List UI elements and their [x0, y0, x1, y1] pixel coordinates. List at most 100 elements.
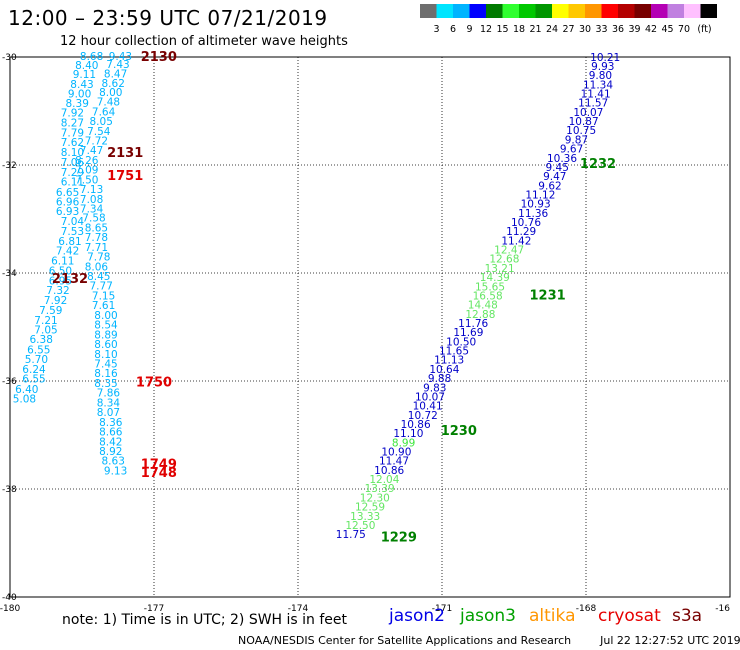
colorbar-swatch: [453, 4, 470, 18]
latitude-tick-label: -34: [2, 269, 17, 279]
wave-height-reading: 7.58: [82, 213, 105, 225]
wave-height-reading: 12.47: [494, 245, 524, 257]
wave-height-reading: 8.63: [102, 456, 125, 468]
satellite-legend-jason3: jason3: [460, 606, 516, 626]
colorbar-label: 3: [433, 24, 439, 35]
wave-height-reading: 8.68: [80, 51, 103, 63]
wave-height-reading: 6.55: [27, 344, 50, 356]
wave-height-reading: 10.87: [569, 116, 599, 128]
wave-height-reading: 8.35: [94, 378, 117, 390]
wave-height-reading: 8.92: [99, 446, 122, 458]
wave-height-reading: 10.93: [521, 199, 551, 211]
wave-height-reading: 9.62: [538, 180, 561, 192]
wave-height-reading: 7.43: [106, 59, 129, 71]
wave-height-reading: 12.68: [489, 254, 519, 266]
wave-height-reading: 10.50: [446, 336, 476, 348]
wave-height-reading: 11.36: [518, 208, 548, 220]
credit-line: NOAA/NESDIS Center for Satellite Applica…: [238, 634, 740, 647]
wave-height-reading: 6.96: [56, 197, 80, 209]
wave-height-reading: 7.53: [61, 226, 84, 238]
wave-height-reading: 7.34: [80, 204, 104, 216]
wave-height-reading: 12.04: [369, 474, 399, 486]
wave-height-reading: 6.93: [56, 206, 79, 218]
wave-height-reading: 11.41: [581, 89, 611, 101]
colorbar-label: 12: [480, 24, 492, 35]
wave-height-reading: 7.71: [85, 242, 108, 254]
latitude-tick-label: -38: [2, 485, 17, 495]
colorbar-swatch: [486, 4, 503, 18]
wave-height-reading: 8.40: [75, 60, 98, 72]
wave-height-reading: 7.92: [61, 107, 84, 119]
wave-height-reading: 7.13: [80, 184, 103, 196]
wave-height-reading: 7.15: [92, 290, 115, 302]
wave-height-reading: 9.00: [68, 89, 91, 101]
longitude-tick-label: -168: [576, 604, 597, 614]
satellite-legend-cryosat: cryosat: [598, 606, 661, 626]
wave-height-reading: 10.21: [590, 52, 620, 64]
longitude-tick-label: -180: [0, 604, 20, 614]
wave-height-reading: 6.55: [22, 374, 45, 386]
wave-height-reading: 16.58: [473, 290, 503, 302]
wave-height-reading: 8.00: [94, 310, 117, 322]
satellite-legend-altika: altika: [529, 606, 576, 626]
map-subtitle: 12 hour collection of altimeter wave hei…: [60, 34, 348, 49]
wave-height-reading: 8.06: [85, 261, 109, 273]
wave-height-reading: 9.87: [565, 134, 588, 146]
wave-height-reading: 8.27: [61, 118, 84, 130]
wave-height-reading: 9.67: [560, 144, 583, 156]
wave-height-reading: 10.72: [408, 410, 438, 422]
wave-height-reading: 10.76: [511, 217, 541, 229]
wave-height-reading: 6.81: [58, 236, 81, 248]
wave-height-reading: 7.86: [97, 388, 121, 400]
wave-height-reading: 7.32: [46, 285, 69, 297]
wave-height-reading: 10.36: [547, 153, 577, 165]
wave-height-reading: 8.62: [102, 78, 125, 90]
colorbar-label: 33: [595, 24, 607, 35]
colorbar-swatch: [469, 4, 486, 18]
wave-height-reading: 11.13: [434, 355, 464, 367]
wave-height-reading: 11.42: [501, 235, 531, 247]
wave-height-reading: 12.30: [360, 492, 390, 504]
latitude-tick-label: -40: [2, 593, 17, 603]
altimeter-map: -180 -177 -174 -171 -168 -16 -30 -32 -34 -36 -38 -4…: [0, 50, 731, 614]
wave-height-reading: 8.65: [85, 222, 108, 234]
wave-height-reading: 6.50: [49, 266, 72, 278]
credit-text: NOAA/NESDIS Center for Satellite Applica…: [238, 634, 572, 647]
wave-height-reading: 8.43: [70, 79, 93, 91]
colorbar-swatch: [585, 4, 602, 18]
wave-height-reading: 8.66: [99, 427, 123, 439]
wave-height-reading: 7.45: [94, 359, 117, 371]
wave-height-reading: 7.04: [61, 216, 85, 228]
pass-time-label: 1229: [381, 531, 417, 546]
wave-height-reading: 8.34: [97, 397, 121, 409]
latitude-tick-label: -32: [2, 161, 17, 171]
colorbar-label: 18: [513, 24, 525, 35]
wave-height-reading: 8.16: [94, 368, 118, 380]
wave-height-reading: 7.42: [56, 246, 79, 258]
map-title: 12:00 – 23:59 UTC 07/21/2019: [8, 6, 328, 30]
wave-height-reading: 7.50: [75, 174, 98, 186]
wave-height-reading: 5.70: [25, 354, 48, 366]
wave-height-reading: 8.99: [392, 437, 415, 449]
wave-height-reading: 11.10: [393, 428, 423, 440]
wave-height-reading: 6.40: [15, 384, 38, 396]
colorbar-swatch: [535, 4, 552, 18]
colorbar-label: 45: [661, 24, 673, 35]
colorbar-label: 42: [645, 24, 657, 35]
wave-height-reading: 13.21: [485, 263, 515, 275]
wave-height-reading: 12.88: [465, 309, 495, 321]
wave-height-reading: 14.48: [468, 300, 498, 312]
wave-height-reading: 10.75: [566, 125, 596, 137]
wave-height-reading: 8.05: [90, 116, 113, 128]
wave-height-reading: 10.41: [413, 401, 443, 413]
colorbar-label: 70: [678, 24, 690, 35]
colorbar-label: 30: [579, 24, 591, 35]
pass-time-label: 1231: [530, 289, 566, 304]
wave-height-reading: 9.13: [104, 465, 127, 477]
wave-height-reading: 11.76: [458, 318, 488, 330]
wave-height-reading: 7.62: [61, 137, 84, 149]
colorbar-label: 24: [546, 24, 558, 35]
colorbar-label: 27: [562, 24, 574, 35]
wave-height-reading: 9.45: [546, 162, 569, 174]
wave-height-reading: 8.26: [75, 155, 99, 167]
